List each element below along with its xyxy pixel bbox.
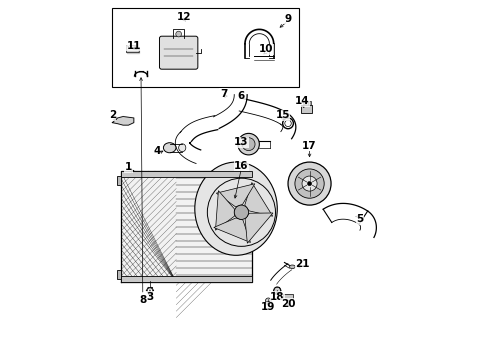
Ellipse shape [285, 120, 291, 127]
Text: 17: 17 [302, 141, 317, 151]
Text: 14: 14 [295, 96, 310, 106]
Ellipse shape [290, 265, 295, 269]
Text: 15: 15 [275, 111, 290, 121]
Polygon shape [112, 117, 134, 125]
Circle shape [238, 134, 259, 155]
Ellipse shape [164, 143, 176, 153]
Bar [117, 176, 122, 185]
Text: 10: 10 [259, 44, 274, 54]
Polygon shape [214, 218, 250, 243]
Text: 3: 3 [147, 292, 153, 302]
Circle shape [147, 288, 152, 293]
Circle shape [266, 298, 271, 304]
Circle shape [274, 287, 281, 294]
Bar [122, 171, 252, 177]
Bar [122, 276, 252, 282]
Bar [309, 101, 311, 105]
FancyBboxPatch shape [159, 36, 198, 69]
Circle shape [307, 181, 312, 186]
Bar [117, 270, 122, 279]
Circle shape [302, 176, 317, 191]
Polygon shape [216, 184, 255, 207]
Text: 8: 8 [139, 295, 147, 305]
Circle shape [234, 205, 248, 220]
Text: 20: 20 [281, 299, 295, 309]
Ellipse shape [179, 144, 186, 152]
Text: 7: 7 [220, 89, 227, 99]
Circle shape [242, 138, 255, 150]
Polygon shape [122, 171, 252, 282]
Polygon shape [245, 183, 273, 216]
Circle shape [176, 31, 181, 37]
Bar [112, 8, 299, 87]
Text: 13: 13 [234, 138, 248, 147]
Bar [306, 101, 308, 105]
Text: 4: 4 [153, 146, 161, 156]
Circle shape [288, 162, 331, 205]
Bar [283, 294, 293, 300]
Text: 19: 19 [261, 302, 275, 312]
Polygon shape [126, 45, 139, 53]
Circle shape [129, 45, 132, 48]
Text: 9: 9 [285, 14, 292, 24]
Bar [301, 105, 312, 113]
Text: 18: 18 [270, 292, 285, 302]
Text: 2: 2 [109, 111, 116, 121]
Ellipse shape [195, 162, 277, 255]
Text: 12: 12 [177, 12, 191, 22]
Text: 1: 1 [125, 162, 132, 172]
Text: 11: 11 [126, 41, 141, 50]
Bar [303, 101, 305, 105]
Text: 5: 5 [356, 215, 364, 224]
Circle shape [295, 169, 324, 198]
Polygon shape [216, 191, 235, 230]
Polygon shape [245, 213, 273, 243]
Text: 21: 21 [295, 259, 310, 269]
Text: 16: 16 [234, 161, 248, 171]
Text: 6: 6 [238, 91, 245, 101]
